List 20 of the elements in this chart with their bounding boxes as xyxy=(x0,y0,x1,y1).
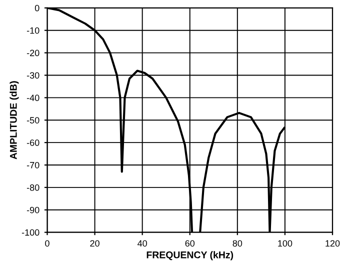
y-tick-label: -30 xyxy=(26,72,40,79)
x-tick-label: 40 xyxy=(138,240,147,247)
y-tick-label: -20 xyxy=(26,50,40,56)
y-tick-label: -70 xyxy=(26,162,40,168)
y-tick-label: -100 xyxy=(22,229,40,236)
y-tick-label: 0 xyxy=(34,4,40,12)
x-tick-label: 0 xyxy=(45,240,50,247)
x-tick-label: 20 xyxy=(90,240,100,247)
x-tick-label: 60 xyxy=(185,240,195,247)
x-tick-label: 120 xyxy=(326,240,340,247)
x-tick-label: 80 xyxy=(232,240,242,247)
x-tick-label: 100 xyxy=(278,240,292,247)
y-tick-label: -90 xyxy=(26,206,40,214)
y-tick-label: -40 xyxy=(26,94,40,102)
y-tick-label: -60 xyxy=(26,140,40,146)
y-tick-label: -10 xyxy=(26,27,40,34)
y-axis-title: AMPLITUDE (dB) xyxy=(10,81,19,160)
y-tick-label: -50 xyxy=(26,117,40,124)
y-tick-label: -80 xyxy=(26,184,40,191)
x-axis-title: FREQUENCY (kHz) xyxy=(146,251,234,260)
